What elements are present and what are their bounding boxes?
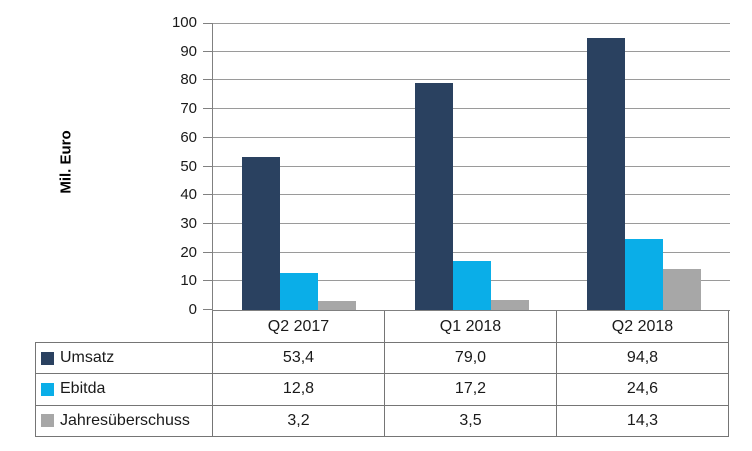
value-umsatz-q1-2018: 79,0 bbox=[385, 343, 557, 375]
value-umsatz-q2-2018: 94,8 bbox=[557, 343, 729, 375]
value-umsatz-q2-2017: 53,4 bbox=[213, 343, 385, 375]
bar-umsatz-q1-2018 bbox=[414, 83, 453, 310]
category-label-q2-2018: Q2 2018 bbox=[557, 311, 729, 342]
value-ebitda-q2-2018: 24,6 bbox=[557, 374, 729, 406]
legend-label-umsatz: Umsatz bbox=[60, 349, 115, 367]
bar-ebitda-q1-2018 bbox=[452, 260, 491, 310]
bar-ebitda-q2-2018 bbox=[624, 239, 663, 310]
y-tick-mark-30 bbox=[203, 222, 213, 224]
gridline-100 bbox=[213, 23, 730, 24]
category-label-q1-2018: Q1 2018 bbox=[385, 311, 557, 342]
legend-label-jahres-berschuss: Jahresüberschuss bbox=[60, 411, 190, 429]
y-tick-label-60: 60 bbox=[180, 128, 197, 146]
value-jahres-berschuss-q2-2017: 3,2 bbox=[213, 405, 385, 437]
value-ebitda-q1-2018: 17,2 bbox=[385, 374, 557, 406]
value-ebitda-q2-2017: 12,8 bbox=[213, 374, 385, 406]
bar-jahres-berschuss-q2-2018 bbox=[662, 268, 701, 310]
y-tick-label-80: 80 bbox=[180, 71, 197, 89]
gridline-40 bbox=[213, 194, 730, 196]
legend-cell-ebitda: Ebitda bbox=[36, 374, 213, 406]
y-tick-mark-50 bbox=[203, 165, 213, 167]
legend-cell-jahres-berschuss: Jahresüberschuss bbox=[36, 405, 213, 437]
y-tick-label-20: 20 bbox=[180, 243, 197, 261]
gridline-80 bbox=[213, 79, 730, 81]
bar-jahres-berschuss-q1-2018 bbox=[490, 299, 529, 310]
legend-swatch-umsatz bbox=[41, 351, 54, 365]
legend-swatch-jahres-berschuss bbox=[41, 414, 54, 428]
y-tick-mark-60 bbox=[203, 136, 213, 138]
y-tick-label-100: 100 bbox=[171, 14, 197, 31]
legend-label-ebitda: Ebitda bbox=[60, 380, 106, 398]
y-tick-label-50: 50 bbox=[180, 157, 197, 175]
bar-jahres-berschuss-q2-2017 bbox=[318, 300, 357, 310]
value-jahres-berschuss-q2-2018: 14,3 bbox=[557, 405, 729, 437]
plot-area bbox=[203, 23, 730, 311]
y-tick-mark-70 bbox=[203, 108, 213, 110]
gridline-50 bbox=[213, 165, 730, 167]
y-tick-mark-80 bbox=[203, 79, 213, 81]
y-tick-label-0: 0 bbox=[188, 301, 197, 318]
legend-cell-umsatz: Umsatz bbox=[36, 343, 213, 375]
gridline-60 bbox=[213, 136, 730, 138]
y-tick-mark-40 bbox=[203, 194, 213, 196]
y-tick-label-40: 40 bbox=[180, 186, 197, 204]
gridline-30 bbox=[213, 222, 730, 224]
y-tick-label-70: 70 bbox=[180, 100, 197, 118]
bar-ebitda-q2-2017 bbox=[280, 273, 319, 310]
bar-umsatz-q2-2017 bbox=[242, 156, 281, 310]
y-tick-mark-20 bbox=[203, 251, 213, 253]
category-label-row: Q2 2017 Q1 2018 Q2 2018 bbox=[212, 311, 729, 342]
y-axis-title: Mil. Euro bbox=[57, 130, 75, 194]
category-label-q2-2017: Q2 2017 bbox=[213, 311, 385, 342]
gridline-20 bbox=[213, 251, 730, 253]
gridline-90 bbox=[213, 50, 730, 52]
value-jahres-berschuss-q1-2018: 3,5 bbox=[385, 405, 557, 437]
legend-swatch-ebitda bbox=[41, 382, 54, 396]
y-tick-mark-90 bbox=[203, 50, 213, 52]
bar-umsatz-q2-2018 bbox=[586, 37, 625, 310]
y-tick-label-90: 90 bbox=[180, 42, 197, 60]
y-tick-label-30: 30 bbox=[180, 214, 197, 232]
y-tick-mark-0 bbox=[203, 309, 213, 310]
y-tick-mark-100 bbox=[203, 23, 213, 24]
y-tick-mark-10 bbox=[203, 280, 213, 282]
y-tick-label-10: 10 bbox=[180, 272, 197, 290]
data-table: Umsatz 53,4 79,0 94,8 Ebitda 12,8 17,2 24,6 Jahr… bbox=[35, 342, 729, 437]
gridline-70 bbox=[213, 108, 730, 110]
